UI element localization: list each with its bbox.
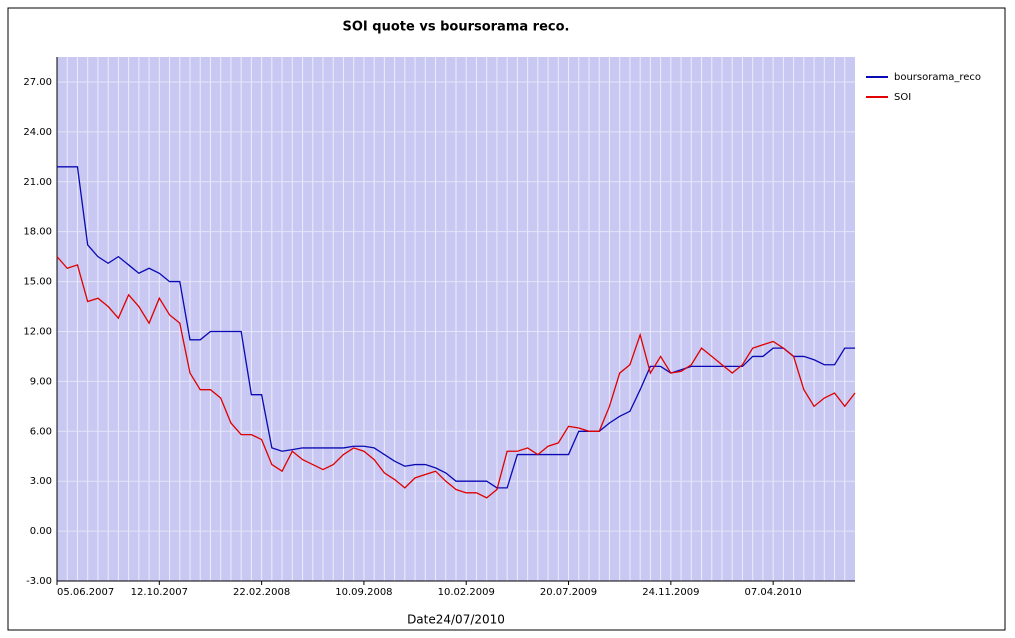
y-tick-label: -3.00 xyxy=(26,576,52,587)
y-tick-label: 21.00 xyxy=(23,177,52,188)
series-line xyxy=(56,256,856,499)
legend-label: SOI xyxy=(894,92,911,103)
x-axis-title: Date24/07/2010 xyxy=(407,613,505,627)
y-tick-label: 6.00 xyxy=(30,426,52,437)
x-tick-label: 05.06.2007 xyxy=(57,587,114,598)
y-tick-label: 15.00 xyxy=(23,277,52,288)
series-line xyxy=(57,166,855,489)
x-tick-label: 24.11.2009 xyxy=(642,587,699,598)
x-tick-label: 20.07.2009 xyxy=(540,587,597,598)
x-tick-label: 10.09.2008 xyxy=(335,587,392,598)
x-tick-label: 10.02.2009 xyxy=(438,587,495,598)
y-tick-label: 0.00 xyxy=(30,526,52,537)
y-tick-label: 12.00 xyxy=(23,326,52,337)
legend-label: boursorama_reco xyxy=(894,72,981,83)
y-tick-label: 27.00 xyxy=(23,77,52,88)
y-tick-label: 18.00 xyxy=(23,227,52,238)
x-tick-label: 12.10.2007 xyxy=(131,587,188,598)
y-tick-label: 24.00 xyxy=(23,127,52,138)
chart-title: SOI quote vs boursorama reco. xyxy=(343,20,570,35)
y-tick-label: 9.00 xyxy=(30,376,52,387)
y-tick-label: 3.00 xyxy=(30,476,52,487)
x-tick-label: 22.02.2008 xyxy=(233,587,290,598)
x-tick-label: 07.04.2010 xyxy=(745,587,802,598)
